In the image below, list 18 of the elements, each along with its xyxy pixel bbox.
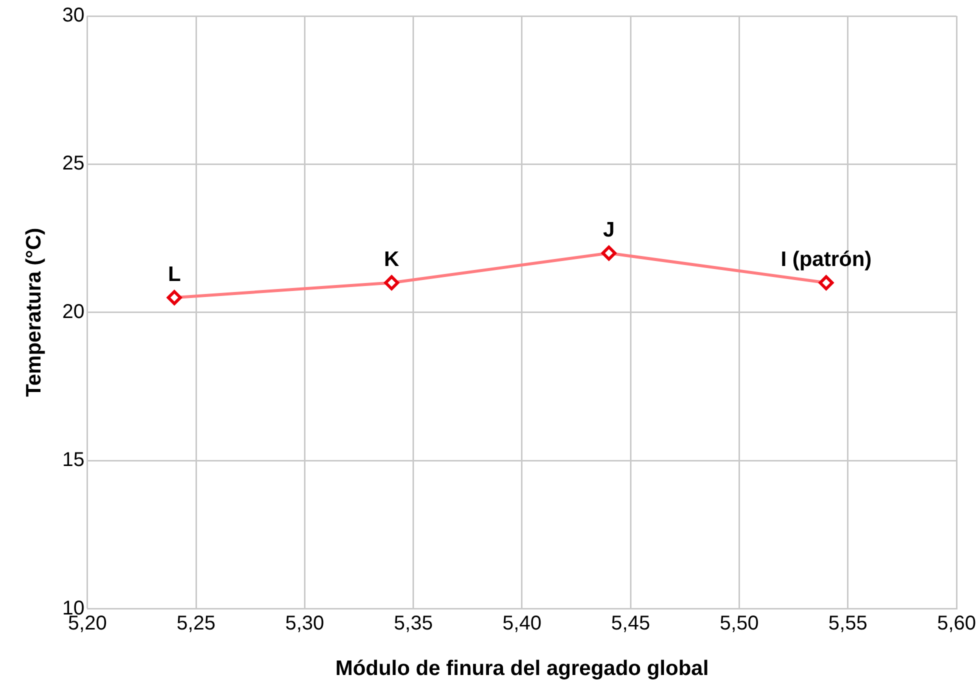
x-axis-title: Módulo de finura del agregado global xyxy=(335,657,709,680)
x-tick-label: 5,25 xyxy=(176,612,216,634)
x-tick-label: 5,60 xyxy=(937,612,976,634)
x-tick-label: 5,35 xyxy=(394,612,433,634)
annotation: L xyxy=(168,262,181,286)
y-tick-label: 25 xyxy=(62,152,84,175)
annotation: K xyxy=(384,248,400,272)
x-tick-label: 5,55 xyxy=(828,612,868,634)
annotation: J xyxy=(603,218,615,242)
y-tick-label: 20 xyxy=(62,300,84,323)
y-axis-title: Temperatura (°C) xyxy=(22,228,46,397)
x-tick-label: 5,30 xyxy=(285,612,324,634)
y-tick-label: 15 xyxy=(62,449,84,472)
y-tick-label: 30 xyxy=(62,4,84,27)
x-tick-label: 5,50 xyxy=(720,612,759,634)
x-tick-label: 5,45 xyxy=(611,612,650,634)
annotation: I (patrón) xyxy=(780,248,872,272)
x-tick-label: 5,40 xyxy=(502,612,542,634)
